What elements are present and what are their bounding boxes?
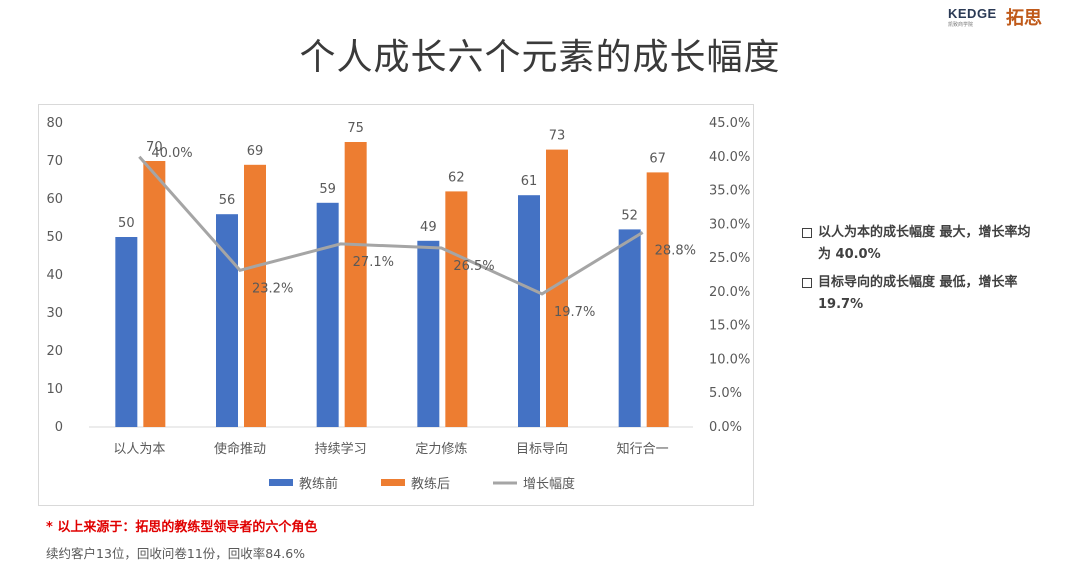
legend-swatch (269, 479, 293, 486)
line-data-label: 26.5% (453, 259, 494, 274)
line-data-label: 23.2% (252, 281, 293, 296)
bar-教练后 (646, 172, 669, 427)
y-left-tick-label: 20 (46, 344, 63, 359)
checkbox-icon (802, 228, 812, 238)
bar-data-label: 49 (420, 220, 437, 235)
legend-label: 教练前 (299, 476, 338, 492)
bar-教练前 (417, 240, 440, 427)
tuosi-logo: 拓思 (1006, 8, 1042, 29)
legend-swatch (381, 479, 405, 486)
note-max-text: 以人为本的成长幅度 最大，增长率均为 40.0% (818, 225, 1031, 262)
x-tick-label: 目标导向 (516, 441, 568, 457)
bar-data-label: 59 (319, 182, 336, 197)
growth-line (138, 155, 644, 296)
kedge-logo-text: KEDGE (948, 6, 997, 21)
y-left-tick-label: 60 (46, 192, 63, 207)
notes-panel: 以人为本的成长幅度 最大，增长率均为 40.0% 目标导向的成长幅度 最低，增长… (802, 222, 1042, 322)
checkbox-icon (802, 278, 812, 288)
bar-data-label: 61 (521, 174, 538, 189)
logo-area: KEDGE 凯致商学院 拓思 (948, 0, 1066, 40)
chart-frame: 0 10 20 30 40 50 60 70 80 0.0% 5.0% 10.0% 15.0% 20.0%… (38, 104, 754, 506)
bar-data-label: 56 (219, 193, 236, 208)
bar-data-label: 62 (448, 170, 465, 185)
bar-data-label: 73 (549, 129, 566, 144)
combo-chart: 0 10 20 30 40 50 60 70 80 0.0% 5.0% 10.0% 15.0% 20.0%… (46, 116, 750, 492)
y-left-tick-label: 0 (55, 420, 63, 435)
legend-label: 增长幅度 (523, 476, 575, 492)
x-tick-label: 使命推动 (214, 441, 266, 457)
y-right-tick-label: 20.0% (709, 285, 750, 300)
y-right-tick-label: 0.0% (709, 420, 742, 435)
line-data-label: 19.7% (554, 305, 595, 320)
kedge-logo-subtext: 凯致商学院 (948, 22, 974, 28)
note-max: 以人为本的成长幅度 最大，增长率均为 40.0% (802, 222, 1042, 266)
line-data-label: 27.1% (353, 255, 394, 270)
y-left-tick-label: 70 (46, 154, 63, 169)
source-note: * 以上来源于：拓思的教练型领导者的六个角色 (46, 520, 318, 535)
bar-教练后 (546, 149, 568, 427)
bar-data-label: 52 (621, 208, 638, 223)
bar-教练后 (143, 161, 166, 427)
x-tick-label: 定力修炼 (415, 442, 467, 457)
bar-data-label: 75 (347, 121, 364, 136)
kedge-logo: KEDGE 凯致商学院 (948, 6, 997, 28)
bar-教练后 (344, 142, 367, 427)
bar-教练前 (518, 195, 540, 427)
bar-教练前 (618, 229, 641, 427)
bar-教练后 (244, 164, 266, 428)
y-left-tick-label: 30 (46, 306, 63, 321)
bar-data-label: 70 (146, 140, 163, 155)
note-min-text: 目标导向的成长幅度 最低，增长率19.7% (818, 275, 1018, 312)
x-tick-label: 以人为本 (113, 442, 165, 457)
bar-data-label: 50 (118, 216, 135, 231)
y-left-tick-label: 80 (46, 116, 63, 131)
x-tick-label: 知行合一 (617, 441, 669, 457)
y-left-tick-label: 10 (46, 382, 63, 397)
survey-stats: 续约客户13位，回收问卷11份，回收率84.6% (46, 546, 306, 561)
y-right-tick-label: 40.0% (709, 150, 750, 165)
y-right-tick-label: 35.0% (709, 184, 750, 199)
y-right-tick-label: 45.0% (709, 116, 750, 131)
y-right-tick-label: 25.0% (709, 251, 750, 266)
y-left-tick-label: 50 (46, 230, 63, 245)
legend-label: 教练后 (411, 476, 450, 492)
y-right-tick-label: 15.0% (709, 319, 750, 334)
y-left-tick-label: 40 (46, 268, 63, 283)
bar-教练前 (316, 202, 339, 427)
bar-教练前 (115, 237, 138, 427)
line-data-label: 28.8% (655, 243, 696, 258)
y-right-tick-label: 10.0% (709, 352, 750, 367)
y-right-tick-label: 5.0% (709, 386, 742, 401)
x-tick-label: 持续学习 (315, 441, 367, 457)
bar-教练前 (216, 214, 238, 427)
bar-教练后 (445, 191, 468, 427)
page-title: 个人成长六个元素的成长幅度 (299, 37, 781, 78)
note-min: 目标导向的成长幅度 最低，增长率19.7% (802, 272, 1042, 316)
bar-data-label: 67 (649, 151, 666, 166)
y-right-tick-label: 30.0% (709, 217, 750, 232)
bar-data-label: 69 (247, 144, 264, 159)
line-data-label: 40.0% (151, 146, 192, 161)
